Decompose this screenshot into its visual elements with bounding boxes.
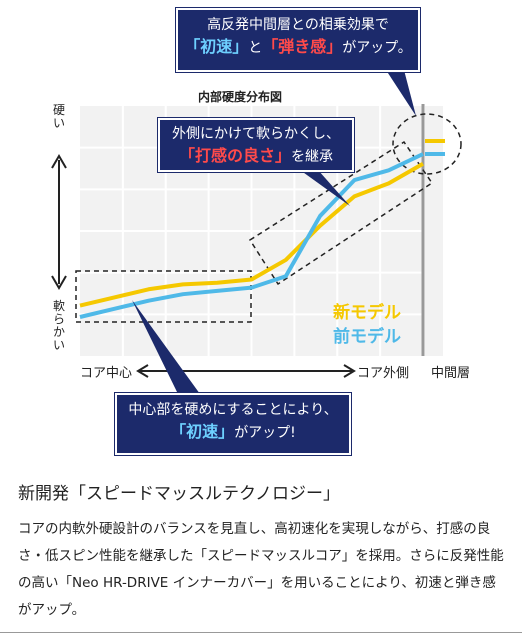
callout-top-line2: 「初速」と「弾き感」がアップ。 [178,35,418,60]
y-axis-arrow-up-icon [51,154,67,169]
callout-bottom: 中心部を硬めにすることにより、 「初速」がアップ! [114,392,352,456]
callout-top-em2: 「弾き感」 [262,37,343,56]
callout-bottom-line2: 「初速」がアップ! [117,420,349,445]
legend-old-model: 前モデル [333,327,401,347]
divider [0,632,522,633]
callout-top-pointer [386,70,416,116]
x-axis-core-outer-label: コア外側 [357,366,410,381]
legend-new-model: 新モデル [333,303,401,323]
callout-top-tail: がアップ。 [342,40,412,56]
series-line-old-model [79,152,424,319]
series-line-new-model [79,162,424,308]
callout-pointers [132,70,416,394]
x-axis-arrow-left-icon [136,364,149,378]
section-body: コアの内軟外硬設計のバランスを見直し、高初速化を実現しながら、打感の良さ・低スピ… [18,521,504,618]
callout-top: 高反発中間層との相乗効果で 「初速」と「弾き感」がアップ。 [175,7,421,73]
callout-top-em1: 「初速」 [184,37,249,56]
y-axis-soft-label: 軟らかい [52,299,65,352]
y-axis-hard-label: 硬い [52,103,65,130]
callout-middle-line2: 「打感の良さ」を継承 [160,144,352,169]
x-axis-core-center-label: コア中心 [80,366,133,381]
callout-bottom-tail: がアップ! [234,425,296,441]
callout-middle-line1: 外側にかけて軟らかくし、 [172,126,340,142]
callout-bottom-pointer [132,300,200,394]
intermediate-column [425,106,443,356]
chart-series [79,139,445,319]
intermediate-layer-highlight [392,113,462,175]
callout-bottom-em1: 「初速」 [170,422,235,441]
x-axis-arrow-right-icon [343,364,356,378]
callout-middle: 外側にかけて軟らかくし、 「打感の良さ」を継承 [157,117,355,173]
callout-middle-tail: を継承 [291,149,333,165]
callout-bottom-line1: 中心部を硬めにすることにより、 [128,402,338,418]
core-center-highlight-box [75,270,252,323]
y-axis-arrow-down-icon [51,275,67,290]
callout-middle-pointer [300,170,350,206]
callout-top-line1: 高反発中間層との相乗効果で [207,17,389,33]
chart-title: 内部硬度分布図 [198,90,283,104]
section-heading: 新開発「スピードマッスルテクノロジー」 [18,484,340,504]
x-axis-intermediate-layer-label: 中間層 [431,366,471,381]
callout-top-mid: と [248,40,263,56]
callout-middle-em1: 「打感の良さ」 [178,146,291,165]
